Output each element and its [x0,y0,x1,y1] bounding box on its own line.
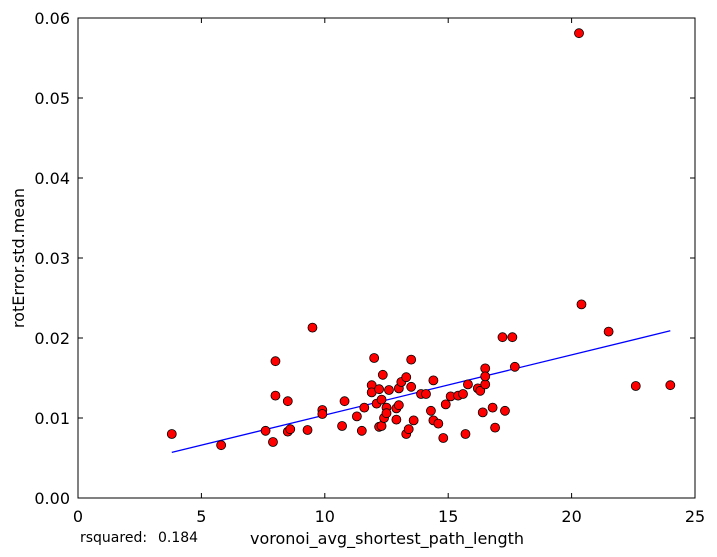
y-axis-ticks: 0.00 0.01 0.02 0.03 0.04 0.05 0.06 [34,9,695,508]
data-point [403,424,414,435]
data-point [507,332,518,343]
data-point [337,421,347,431]
rsquared-value: 0.184 [158,530,198,546]
y-tick-label: 0.00 [34,489,70,508]
data-point [216,440,227,451]
y-tick-label: 0.06 [34,9,70,28]
data-point [381,408,392,419]
data-point [351,411,362,422]
data-point [433,418,444,429]
data-point [438,433,449,443]
data-point [376,394,387,405]
data-point [317,409,328,419]
y-tick-label: 0.04 [34,169,70,188]
data-point [428,375,439,386]
data-point [460,429,471,439]
data-point [393,400,404,411]
data-point [282,396,293,407]
data-point [603,326,614,337]
data-point [408,415,419,426]
data-point [487,402,498,413]
data-point [307,322,318,333]
data-point [497,332,508,343]
x-tick-label: 25 [685,507,705,526]
data-point [377,369,388,380]
y-tick-label: 0.05 [34,89,70,108]
x-tick-label: 15 [438,507,458,526]
x-axis-ticks: 0 5 10 15 20 25 [73,18,705,526]
data-point [391,414,402,425]
y-tick-label: 0.01 [34,409,70,428]
data-point [458,389,468,399]
plot-area [77,17,696,499]
y-tick-label: 0.02 [34,329,70,348]
data-point [369,353,380,363]
data-point [574,28,584,39]
data-point [339,396,350,407]
data-point [490,422,500,433]
data-point [356,425,367,436]
x-axis-label: voronoi_avg_shortest_path_length [250,529,524,549]
y-axis-label: rotError.std.mean [9,188,28,328]
data-point [268,437,278,447]
y-tick-label: 0.03 [34,249,70,268]
rsquared-label: rsquared: [80,530,147,546]
data-point [440,399,451,410]
data-point [421,389,431,399]
data-point [509,361,520,372]
data-point [166,429,177,439]
data-point [406,381,417,392]
x-tick-label: 10 [315,507,335,526]
x-tick-label: 20 [561,507,581,526]
x-tick-label: 5 [196,507,206,526]
data-point [480,371,491,382]
x-tick-label: 0 [73,507,83,526]
data-point [384,385,394,395]
data-point [270,356,281,367]
data-point [401,372,412,383]
data-point [260,425,271,436]
data-points [166,28,676,451]
data-point [576,299,587,310]
data-point [477,407,488,418]
data-point [270,390,281,401]
data-point [630,381,641,391]
data-point [374,384,384,395]
data-point [665,380,676,391]
data-point [285,424,296,435]
data-point [359,402,370,413]
data-point [426,405,436,416]
data-point [406,354,417,365]
data-point [475,385,486,396]
data-point [302,425,313,435]
data-point [500,405,510,416]
data-point [463,379,473,390]
